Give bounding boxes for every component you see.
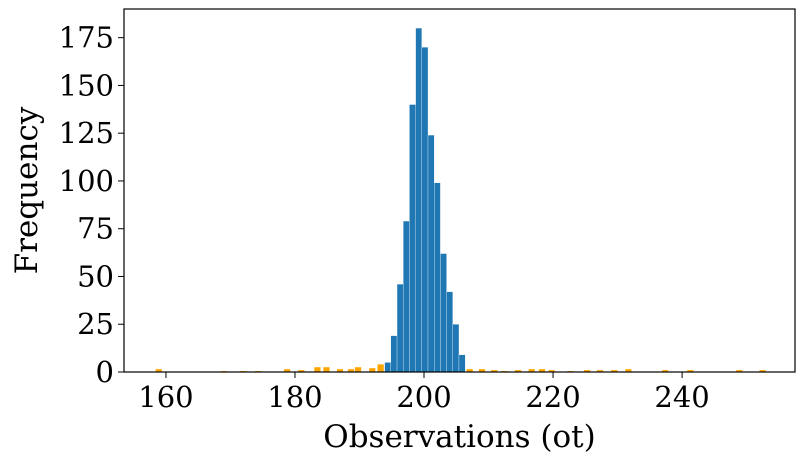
orange-bar-12 <box>377 364 384 372</box>
orange-bar-25 <box>625 369 632 372</box>
orange-bar-28 <box>736 370 743 372</box>
orange-bar-10 <box>354 367 362 372</box>
orange-bar-26 <box>662 370 669 372</box>
orange-bar-24 <box>611 370 618 372</box>
orange-bar-13 <box>466 369 473 372</box>
orange-bar-20 <box>548 370 555 372</box>
blue-bar-6 <box>421 47 429 373</box>
orange-bar-5 <box>298 370 305 372</box>
blue-bar-8 <box>434 182 441 373</box>
y-tick-label-2: 50 <box>77 259 114 293</box>
bars-layer <box>155 27 766 373</box>
orange-bar-15 <box>491 370 498 372</box>
orange-bar-8 <box>336 369 344 372</box>
orange-bar-22 <box>584 370 591 372</box>
blue-bar-7 <box>427 134 435 373</box>
x-tick-label-0: 160 <box>138 380 193 414</box>
blue-bar-10 <box>446 291 453 373</box>
x-tick-label-3: 220 <box>525 380 580 414</box>
y-tick-label-0: 0 <box>96 355 114 389</box>
x-axis-label: Observations (ot) <box>323 419 595 455</box>
orange-bar-7 <box>323 367 330 372</box>
orange-bar-9 <box>347 369 355 372</box>
y-tick-label-5: 125 <box>59 116 114 150</box>
blue-bar-12 <box>458 354 466 373</box>
x-tick-label-4: 240 <box>654 380 709 414</box>
orange-bar-17 <box>514 370 522 372</box>
blue-bar-11 <box>452 324 460 373</box>
orange-bar-6 <box>314 367 321 372</box>
plot-frame <box>123 8 796 373</box>
x-tick-label-2: 200 <box>396 380 451 414</box>
blue-bar-3 <box>403 220 410 373</box>
x-axis-ticks: 160 180 200 220 240 <box>138 372 710 414</box>
orange-bar-29 <box>759 370 766 372</box>
orange-bar-4 <box>284 369 291 372</box>
y-tick-label-7: 175 <box>59 21 114 55</box>
orange-bar-0 <box>155 369 162 372</box>
orange-bar-18 <box>528 369 535 372</box>
orange-bar-19 <box>538 369 546 372</box>
blue-bar-5 <box>415 27 422 373</box>
y-tick-label-4: 100 <box>59 164 114 198</box>
blue-bar-0 <box>384 362 392 373</box>
y-axis-ticks: 0 25 50 75 100 125 150 175 <box>59 21 124 389</box>
y-tick-label-1: 25 <box>77 307 114 341</box>
y-axis-label: Frequency <box>9 106 45 274</box>
orange-bar-14 <box>478 369 486 372</box>
orange-bar-27 <box>687 370 694 372</box>
orange-bar-23 <box>596 370 604 372</box>
orange-bar-11 <box>369 368 376 372</box>
blue-bar-4 <box>409 104 416 373</box>
blue-bar-1 <box>390 335 398 373</box>
y-tick-label-3: 75 <box>77 212 114 246</box>
blue-bar-2 <box>396 283 404 373</box>
blue-bar-9 <box>440 253 447 373</box>
y-tick-label-6: 150 <box>59 68 114 102</box>
x-tick-label-1: 180 <box>267 380 322 414</box>
